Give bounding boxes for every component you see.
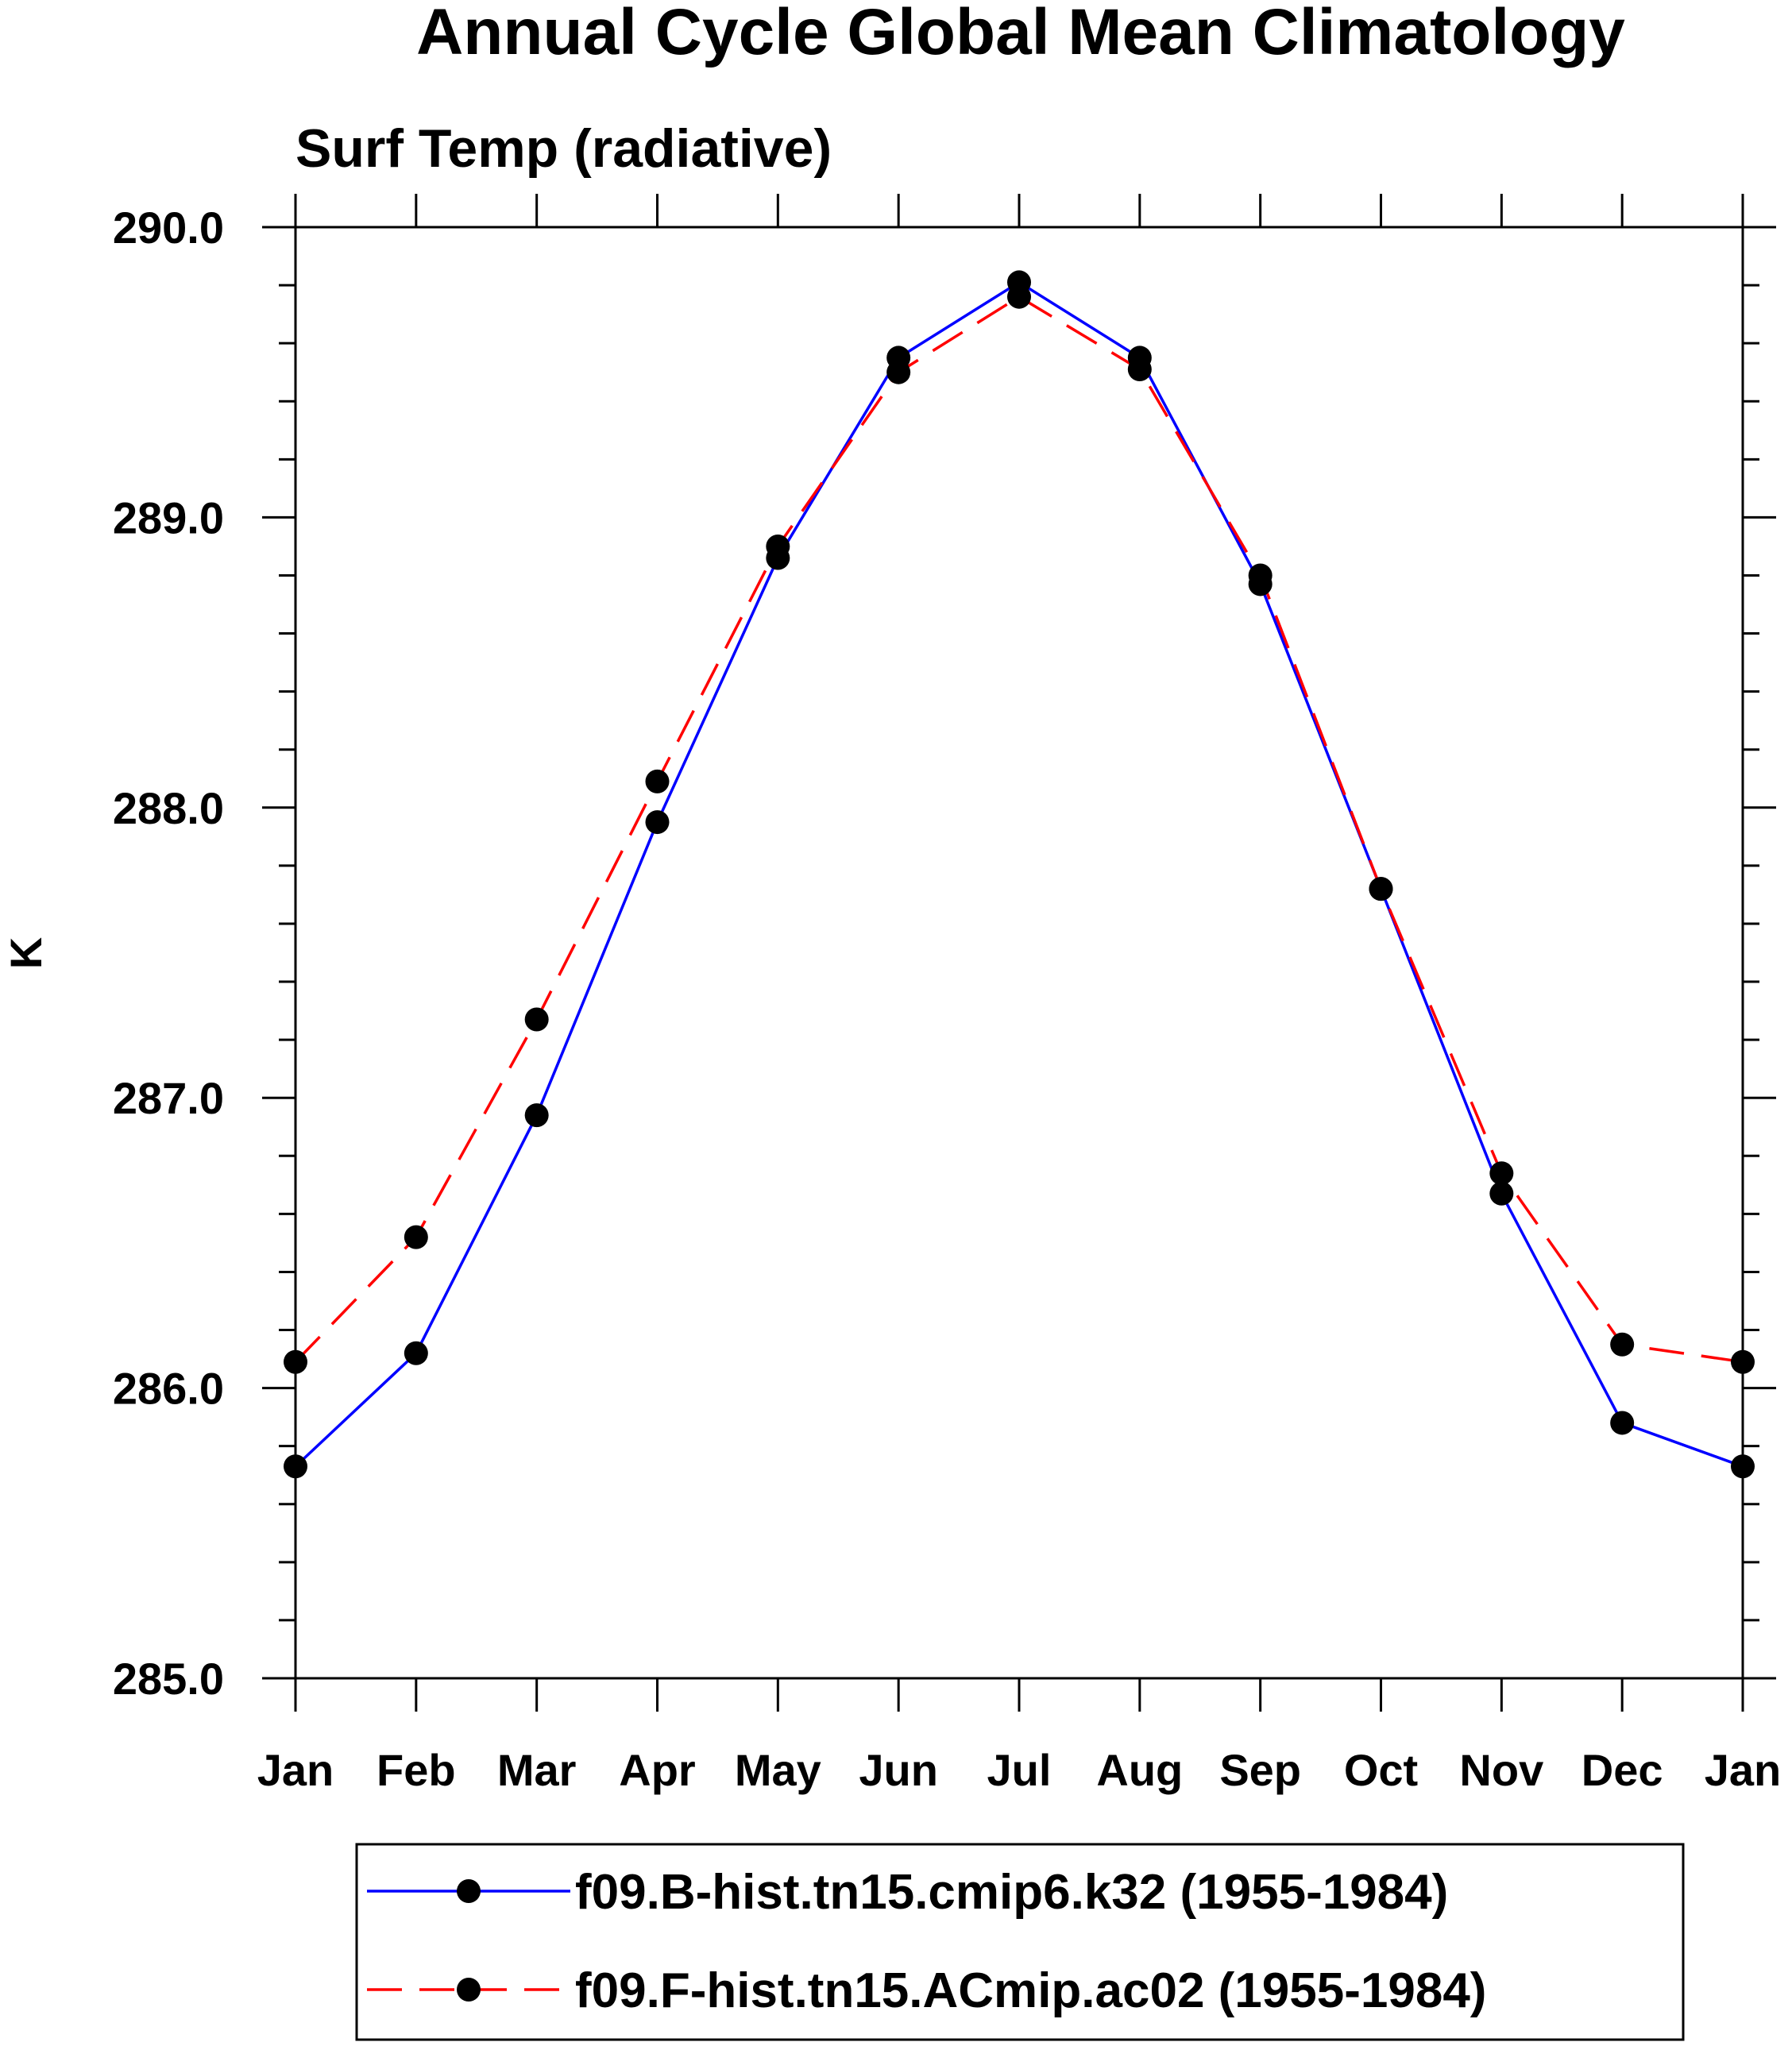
data-point-series-2 [1369,877,1393,901]
data-point-series-1 [284,1454,307,1479]
legend-label-2: f09.F-hist.tn15.ACmip.ac02 (1955-1984) [575,1963,1486,2018]
data-point-series-1 [404,1341,428,1365]
axis-tick-labels: Jan Feb Mar Apr May Jun Jul Aug Sep Oct Nov Dec Jan 2… [113,203,1781,1795]
y-axis-label: K [1,937,51,969]
x-tick-label: Mar [497,1745,577,1795]
axis-ticks [262,194,1776,1712]
data-point-series-1 [645,810,670,835]
chart-title: Annual Cycle Global Mean Climatology [416,0,1625,68]
data-point-series-1 [1731,1454,1755,1479]
x-tick-label: May [735,1745,821,1795]
y-tick-label: 285.0 [113,1654,224,1704]
chart-subtitle: Surf Temp (radiative) [295,118,832,179]
data-point-series-2 [284,1349,307,1374]
legend-box [355,1843,1685,2041]
legend-label-1: f09.B-hist.tn15.cmip6.k32 (1955-1984) [575,1865,1448,1920]
x-tick-label: Feb [377,1745,456,1795]
data-point-series-2 [766,534,790,558]
data-point-series-2 [1127,357,1152,382]
x-tick-label: Nov [1459,1745,1543,1795]
y-tick-label: 287.0 [113,1073,224,1123]
legend-marker-1 [457,1879,481,1903]
legend-marker-2 [457,1978,481,2002]
x-tick-label: Aug [1096,1745,1183,1795]
data-point-series-2 [645,769,670,793]
data-series [284,270,1755,1479]
y-tick-label: 289.0 [113,492,224,542]
y-tick-label: 288.0 [113,783,224,833]
y-tick-label: 286.0 [113,1364,224,1414]
data-point-series-2 [404,1225,428,1249]
data-point-series-1 [524,1103,549,1128]
series-line-2 [294,295,1744,1364]
data-point-series-2 [1731,1349,1755,1374]
y-tick-label: 290.0 [113,203,224,253]
data-point-series-2 [1489,1161,1514,1186]
data-point-series-2 [524,1007,549,1032]
x-tick-label: Jan [257,1745,334,1795]
series-line-1 [294,280,1744,1468]
x-tick-label: Jun [859,1745,938,1795]
x-tick-label: Jan [1705,1745,1782,1795]
data-point-series-2 [1248,563,1273,588]
x-tick-label: Jul [987,1745,1052,1795]
data-point-series-2 [1610,1332,1635,1357]
x-tick-label: Apr [619,1745,695,1795]
data-point-series-2 [886,360,911,384]
data-point-series-2 [1007,284,1031,309]
x-tick-label: Oct [1344,1745,1418,1795]
legend: f09.B-hist.tn15.cmip6.k32 (1955-1984) f09… [355,1843,1685,2041]
data-point-series-1 [1489,1181,1514,1206]
x-tick-label: Dec [1582,1745,1663,1795]
plot-frame [294,226,1744,1680]
x-tick-label: Sep [1219,1745,1301,1795]
data-point-series-1 [1610,1411,1635,1435]
